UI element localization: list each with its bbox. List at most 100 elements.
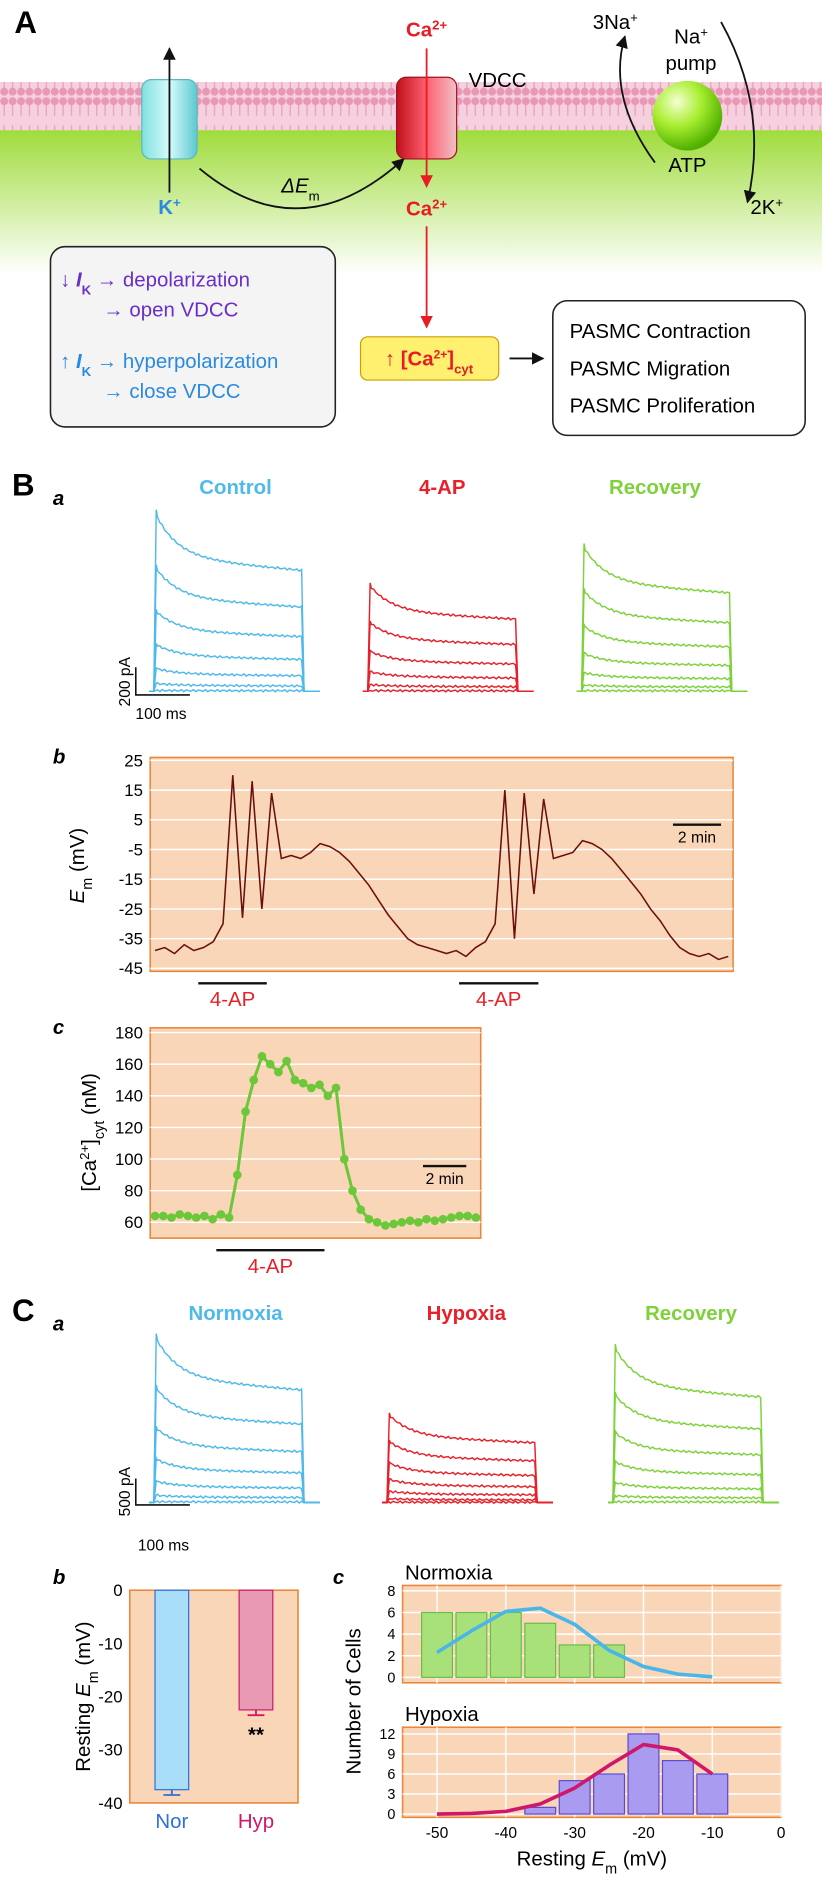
panel-label: B: [12, 467, 35, 502]
current-trace: [149, 1479, 320, 1504]
data-point: [265, 1059, 275, 1069]
k-ion: K+: [158, 195, 181, 220]
data-point: [167, 1213, 176, 1222]
y-tick-label: 25: [124, 751, 143, 770]
current-trace: [608, 1428, 779, 1504]
data-point: [249, 1075, 259, 1085]
treatment-label: 4-AP: [248, 1256, 293, 1278]
y-tick-label: 6: [387, 1767, 395, 1783]
y-tick-label: 8: [387, 1584, 395, 1600]
trace-title: Normoxia: [188, 1303, 283, 1325]
outcome: PASMC Proliferation: [570, 396, 756, 418]
plot-area: [149, 756, 734, 973]
data-point: [430, 1216, 440, 1226]
current-trace: [149, 564, 320, 693]
data-point: [455, 1211, 464, 1221]
current-trace: [576, 671, 748, 693]
data-point: [158, 1211, 168, 1221]
ik-box: [49, 245, 337, 428]
data-point: [397, 1217, 407, 1227]
data-point: [282, 1056, 291, 1066]
current-trace: [576, 588, 748, 693]
y-tick-label: 2: [387, 1649, 395, 1665]
data-point: [438, 1214, 448, 1224]
current-trace: [149, 1493, 320, 1504]
x-tick-label: Hyp: [238, 1811, 274, 1833]
data-point: [274, 1067, 283, 1077]
data-line: [154, 775, 729, 961]
text-part: ]: [79, 1139, 101, 1145]
data-point: [241, 1107, 250, 1116]
current-trace: [362, 683, 534, 693]
delta-em-arrow: [198, 158, 405, 210]
current-trace: [149, 688, 320, 693]
text-part: E: [73, 1683, 95, 1697]
current-trace: [382, 1439, 553, 1504]
text-part: m: [80, 878, 96, 890]
data-point: [307, 1083, 316, 1093]
scale-bar: [135, 1478, 190, 1506]
pump-label: Na+: [674, 24, 708, 48]
outcome: PASMC Contraction: [570, 321, 751, 343]
data-point: [372, 1217, 382, 1227]
y-tick-label: -45: [119, 959, 143, 978]
histogram-bar: [489, 1611, 522, 1678]
current-trace: [149, 643, 320, 693]
y-axis-label: Resting Em (mV): [73, 1621, 102, 1771]
y-axis-label: Number of Cells: [344, 1628, 366, 1774]
scale-current: 500 pA: [117, 1466, 134, 1516]
current-trace: [149, 1499, 320, 1504]
y-tick-label: 3: [387, 1787, 395, 1803]
data-point: [323, 1091, 333, 1101]
y-axis-label: [Ca2+]cyt (nM): [77, 1073, 109, 1192]
data-point: [216, 1210, 226, 1219]
na-pump: [652, 80, 723, 151]
current-trace: [608, 1459, 779, 1504]
current-trace: [576, 543, 748, 693]
current-trace: [149, 1425, 320, 1504]
scale-bar-label: 2 min: [678, 830, 716, 847]
current-trace: [608, 1344, 779, 1504]
subpanel-label: a: [53, 488, 64, 510]
bar: [238, 1589, 274, 1711]
y-axis-label: Em (mV): [67, 828, 96, 904]
current-trace: [608, 1499, 779, 1504]
data-point: [315, 1080, 324, 1090]
error-bar: [163, 1789, 181, 1796]
text-part: m: [605, 1861, 617, 1877]
text-part: (mV): [617, 1848, 667, 1870]
text-part: Resting: [517, 1848, 592, 1870]
ca-cyt: ↑ [Ca2+]cyt: [385, 348, 474, 376]
histogram-bar: [661, 1760, 694, 1815]
fit-curve: [436, 1742, 714, 1816]
na-out: 3Na+: [593, 10, 638, 35]
panel-label: A: [14, 5, 37, 40]
data-point: [339, 1154, 349, 1164]
data-point: [257, 1051, 267, 1061]
current-trace: [149, 666, 320, 693]
current-trace: [576, 621, 748, 693]
scale-time: 100 ms: [138, 1538, 189, 1555]
significance: **: [248, 1725, 264, 1747]
subpanel-label: b: [53, 746, 65, 768]
panel-label: C: [12, 1293, 35, 1328]
data-point: [348, 1186, 357, 1196]
current-trace: [608, 1494, 779, 1504]
data-point: [290, 1075, 300, 1085]
data-point: [356, 1205, 366, 1214]
y-tick-label: -40: [98, 1794, 122, 1813]
text-part: 2+: [77, 1145, 92, 1160]
k-arrow: [720, 21, 757, 204]
error-bar: [247, 1709, 265, 1717]
scale-bar-label: 2 min: [426, 1171, 464, 1188]
data-point: [208, 1214, 217, 1224]
histogram-bar: [455, 1611, 488, 1678]
current-trace: [362, 620, 534, 693]
y-tick-label: 12: [379, 1727, 395, 1743]
text-part: E: [67, 889, 89, 903]
current-trace: [576, 651, 748, 693]
current-trace: [362, 648, 534, 693]
subpanel-label: a: [53, 1314, 64, 1336]
current-trace: [149, 509, 320, 693]
text-part: [Ca: [79, 1159, 101, 1191]
